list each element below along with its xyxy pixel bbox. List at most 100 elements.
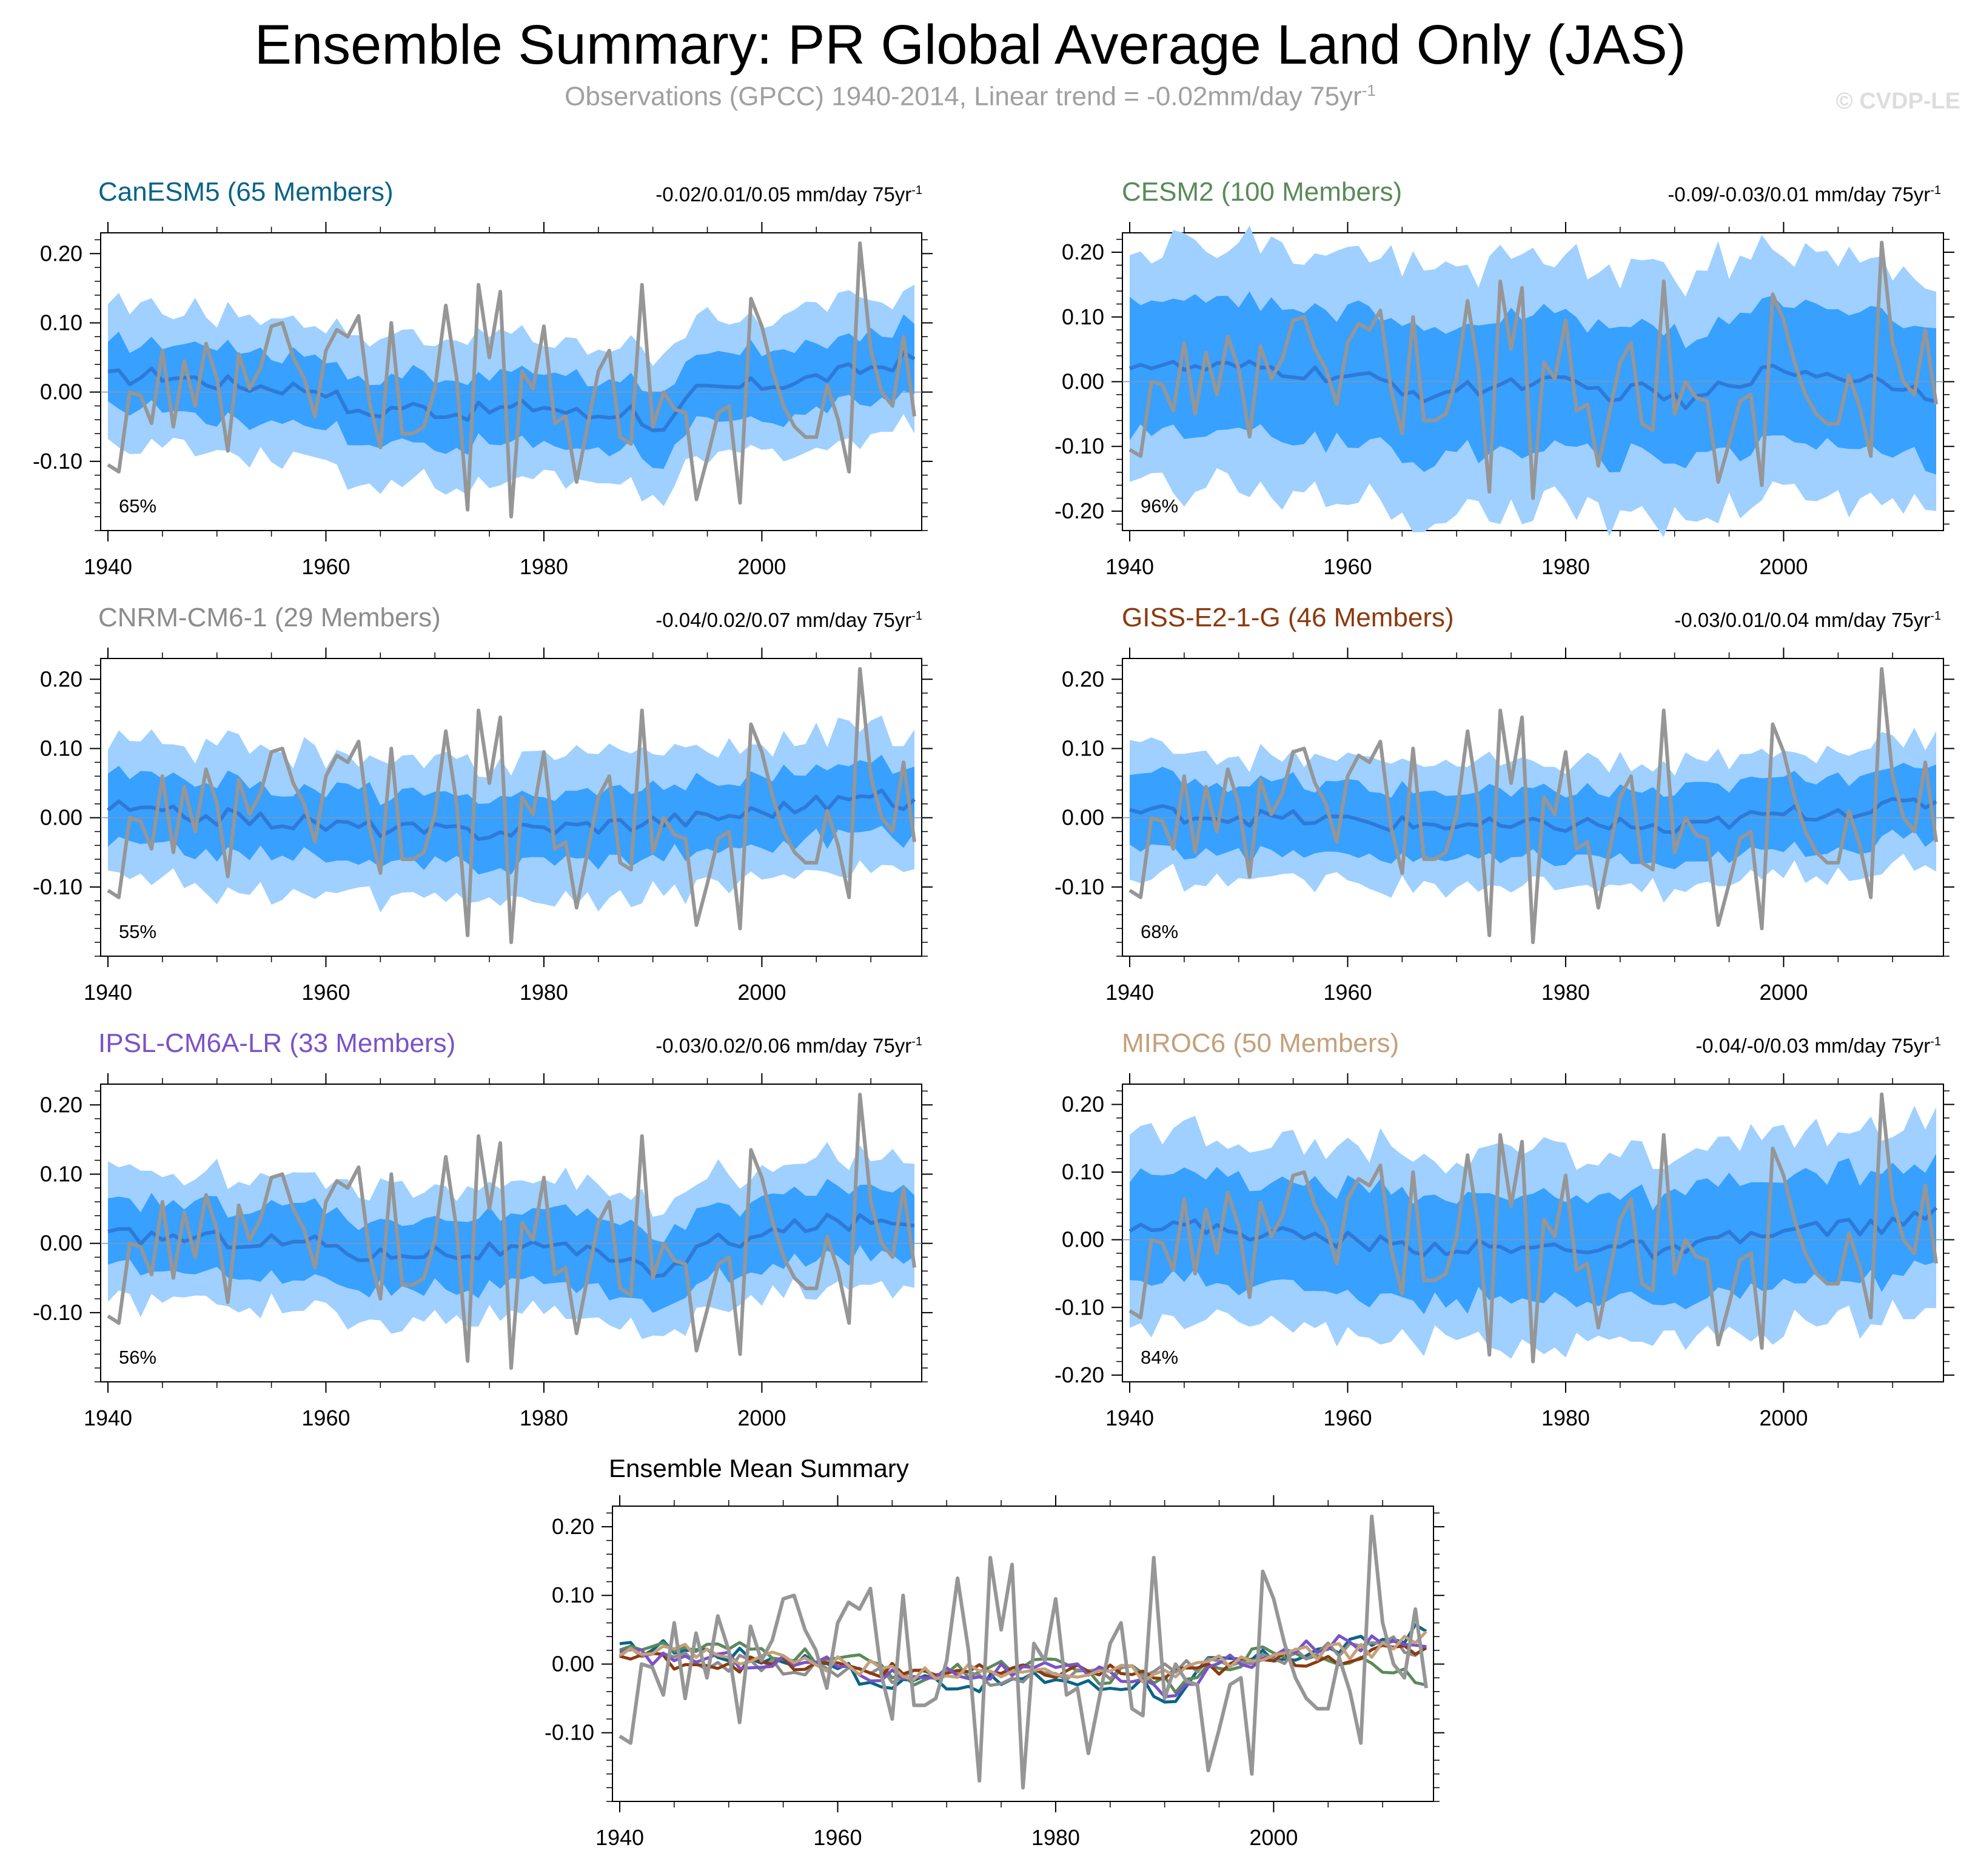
trend-text: -0.04/-0/0.03 mm/day 75yr xyxy=(1695,1034,1931,1057)
trend-sup: -1 xyxy=(1930,1035,1941,1048)
y-tick-label: -0.20 xyxy=(1055,1362,1104,1387)
y-tick-label: 0.20 xyxy=(40,666,82,691)
panel-title-cnrm: CNRM-CM6-1 (29 Members) xyxy=(98,603,441,632)
page-subtitle: Observations (GPCC) 1940-2014, Linear tr… xyxy=(0,81,1940,112)
series-line-cnrm xyxy=(619,1635,1427,1687)
observations-line xyxy=(1128,1092,1938,1364)
x-tick-label: 1980 xyxy=(1541,554,1590,579)
y-tick-label: 0.10 xyxy=(1062,1159,1104,1184)
y-tick-label: 0.20 xyxy=(552,1514,594,1539)
x-tick-label: 1980 xyxy=(1031,1825,1080,1850)
percent-label: 55% xyxy=(119,921,156,942)
y-tick-label: -0.10 xyxy=(1055,1295,1104,1319)
trend-text: -0.03/0.01/0.04 mm/day 75yr xyxy=(1674,609,1931,631)
y-tick-label: 0.20 xyxy=(1062,1091,1104,1116)
ensemble-mean-line xyxy=(107,1213,915,1278)
trend-sup: -1 xyxy=(911,609,922,623)
x-tick-label: 1960 xyxy=(1323,554,1372,579)
panel-title-miroc6: MIROC6 (50 Members) xyxy=(1122,1028,1400,1058)
y-tick-label: 0.20 xyxy=(1062,666,1104,691)
trend-sup: -1 xyxy=(1930,184,1941,197)
x-tick-label: 2000 xyxy=(1249,1825,1298,1850)
y-tick-label: -0.10 xyxy=(33,1300,82,1325)
observations-line xyxy=(1128,241,1938,500)
x-tick-label: 1960 xyxy=(301,1405,350,1430)
y-tick-label: 0.20 xyxy=(40,241,82,266)
y-tick-label: 0.10 xyxy=(1062,735,1104,760)
y-tick-label: 0.00 xyxy=(1062,369,1104,394)
inner-spread-band xyxy=(108,314,914,469)
plot-frame xyxy=(100,232,922,531)
trend-sup: -1 xyxy=(911,1035,922,1048)
panel-title-ensemble-mean: Ensemble Mean Summary xyxy=(609,1454,909,1482)
panel-cnrm: 55% -0.10 0.00 0.10 0.20 1940 1960 1980 2000 xyxy=(33,648,933,1005)
percent-label: 68% xyxy=(1141,921,1178,942)
trend-text: -0.04/0.02/0.07 mm/day 75yr xyxy=(656,609,912,631)
panel-trend-giss: -0.03/0.01/0.04 mm/day 75yr-1 xyxy=(1674,609,1941,632)
x-tick-label: 1960 xyxy=(301,554,350,579)
y-tick-label: 0.20 xyxy=(40,1092,82,1117)
y-tick-label: 0.10 xyxy=(40,1161,82,1186)
panel-title-ipsl: IPSL-CM6A-LR (33 Members) xyxy=(98,1028,456,1058)
trend-text: -0.09/-0.03/0.01 mm/day 75yr xyxy=(1668,183,1931,206)
observations-line xyxy=(107,667,916,945)
y-tick-label: 0.00 xyxy=(552,1651,594,1676)
y-tick-label: -0.20 xyxy=(1055,498,1104,523)
panel-title-cesm2: CESM2 (100 Members) xyxy=(1122,177,1403,207)
y-tick-label: 0.00 xyxy=(40,805,82,830)
y-tick-label: -0.10 xyxy=(1055,434,1104,458)
y-tick-label: 0.10 xyxy=(40,310,82,335)
x-tick-label: 2000 xyxy=(1759,1405,1808,1430)
y-tick-label: 0.00 xyxy=(40,380,82,404)
y-tick-label: -0.10 xyxy=(1055,874,1104,899)
x-tick-label: 1960 xyxy=(301,980,350,1005)
x-tick-label: 1960 xyxy=(813,1825,862,1850)
x-tick-label: 1960 xyxy=(1323,1405,1372,1430)
trend-text: -0.03/0.02/0.06 mm/day 75yr xyxy=(656,1034,912,1057)
x-tick-label: 2000 xyxy=(737,554,786,579)
x-tick-label: 2000 xyxy=(1759,980,1808,1005)
x-tick-label: 2000 xyxy=(737,1405,786,1430)
panel-trend-cesm2: -0.09/-0.03/0.01 mm/day 75yr-1 xyxy=(1668,183,1941,206)
subtitle-text: Observations (GPCC) 1940-2014, Linear tr… xyxy=(565,81,1362,112)
panel-title-giss: GISS-E2-1-G (46 Members) xyxy=(1122,603,1454,632)
plot-frame xyxy=(1122,658,1944,957)
x-tick-label: 1980 xyxy=(520,554,568,579)
x-tick-label: 1980 xyxy=(520,1405,568,1430)
y-tick-label: 0.00 xyxy=(1062,805,1104,830)
trend-sup: -1 xyxy=(911,184,922,197)
y-tick-label: 0.10 xyxy=(40,735,82,760)
plot-frame xyxy=(100,1084,922,1382)
y-tick-label: 0.10 xyxy=(552,1583,594,1607)
plot-frame xyxy=(612,1506,1434,1802)
inner-spread-band xyxy=(1130,1153,1936,1315)
ensemble-mean-line xyxy=(107,350,916,432)
x-tick-label: 1940 xyxy=(1105,980,1154,1005)
panel-trend-canesm5: -0.02/0.01/0.05 mm/day 75yr-1 xyxy=(656,183,922,206)
y-tick-label: 0.00 xyxy=(1062,1227,1104,1252)
x-tick-label: 1960 xyxy=(1323,980,1372,1005)
y-tick-label: 0.00 xyxy=(40,1231,82,1256)
subtitle-superscript: -1 xyxy=(1361,81,1376,99)
x-tick-label: 1940 xyxy=(595,1825,644,1850)
watermark: © CVDP-LE xyxy=(1836,89,1960,114)
percent-label: 65% xyxy=(119,495,156,517)
inner-spread-band xyxy=(1130,762,1936,869)
x-tick-label: 2000 xyxy=(737,980,786,1005)
trend-sup: -1 xyxy=(1930,609,1941,623)
x-tick-label: 1980 xyxy=(1541,980,1590,1005)
y-tick-label: -0.10 xyxy=(33,449,82,474)
observations-line xyxy=(619,1514,1428,1790)
plot-frame xyxy=(1122,1084,1944,1382)
ensemble-mean-line xyxy=(107,788,916,842)
y-tick-label: 0.20 xyxy=(1062,240,1104,264)
panel-cesm2: 96% -0.20 -0.10 0.00 0.10 0.20 1940 1960 1980 200… xyxy=(1055,222,1954,579)
percent-label: 96% xyxy=(1141,495,1178,517)
inner-spread-band xyxy=(108,754,914,875)
observations-line xyxy=(107,1093,916,1370)
observations-line xyxy=(107,241,916,519)
panel-giss: 68% -0.10 0.00 0.10 0.20 1940 1960 1980 2000 xyxy=(1055,648,1954,1005)
panel-ipsl: 56% -0.10 0.00 0.10 0.20 1940 1960 1980 2000 xyxy=(33,1073,933,1430)
panel-trend-miroc6: -0.04/-0/0.03 mm/day 75yr-1 xyxy=(1695,1034,1941,1057)
